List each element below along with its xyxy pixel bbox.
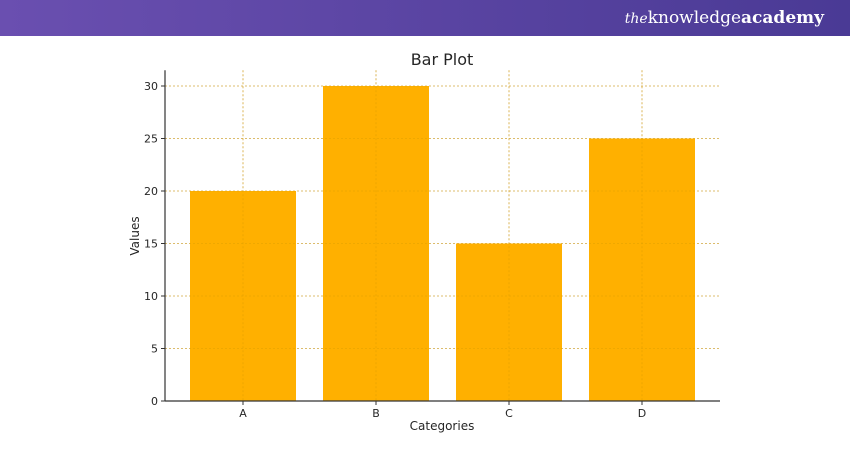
x-tick-label: A xyxy=(239,407,247,420)
y-tick-label: 5 xyxy=(151,343,158,356)
y-tick-label: 15 xyxy=(144,238,158,251)
x-tick-label: B xyxy=(372,407,380,420)
bar-chart: 0 5 10 15 20 25 30 A B C D Bar Plot Categories Val… xyxy=(128,50,720,433)
axis-layer: 0 5 10 15 20 25 30 A B C D xyxy=(144,70,720,420)
bar-layer xyxy=(165,70,720,401)
y-tick-label: 30 xyxy=(144,80,158,93)
x-tick-label: C xyxy=(505,407,513,420)
brand-logo[interactable]: theknowledgeacademy xyxy=(625,7,824,30)
y-tick-label: 25 xyxy=(144,133,158,146)
y-axis-label: Values xyxy=(128,216,142,255)
header-banner: theknowledgeacademy xyxy=(0,0,850,36)
brand-prefix: the xyxy=(624,11,648,27)
brand-name-bold: academy xyxy=(741,8,824,28)
y-tick-label: 10 xyxy=(144,290,158,303)
x-tick-label: D xyxy=(638,407,646,420)
chart-title: Bar Plot xyxy=(411,50,474,69)
bar-d xyxy=(589,138,695,401)
y-tick-label: 20 xyxy=(144,185,158,198)
brand-name-light: knowledge xyxy=(647,8,742,28)
x-axis-label: Categories xyxy=(410,419,475,433)
y-tick-label: 0 xyxy=(151,395,158,408)
chart-container: 0 5 10 15 20 25 30 A B C D Bar Plot Categories Val… xyxy=(0,36,850,450)
